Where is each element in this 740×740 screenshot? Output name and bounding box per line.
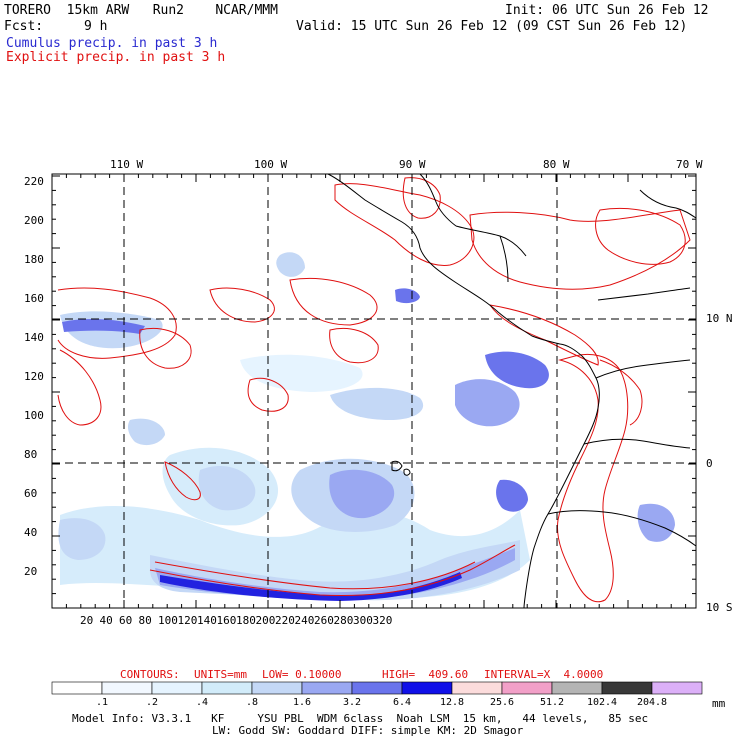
legend-label: .8 — [245, 697, 259, 708]
legend-swatch — [351, 681, 403, 695]
y-tick-label: 120 — [24, 370, 44, 383]
cumulus-precip-label: Cumulus precip. in past 3 h — [6, 36, 218, 51]
contours-low: LOW= 0.10000 — [262, 668, 342, 681]
lon-label-100w: 100 W — [254, 158, 288, 171]
x-tick-label: 100 — [158, 614, 178, 627]
legend-label: .2 — [145, 697, 159, 708]
legend-label: .4 — [195, 697, 209, 708]
legend-swatch — [551, 681, 603, 695]
y-tick-label: 20 — [24, 565, 38, 578]
x-tick-label: 180 — [236, 614, 256, 627]
legend-label: 25.6 — [489, 697, 515, 708]
latlon-grid — [52, 174, 696, 608]
x-tick-label: 120 — [177, 614, 198, 627]
contours-interval: INTERVAL=X 4.0000 — [484, 668, 604, 681]
x-tick-label: 300 — [353, 614, 373, 627]
y-tick-label: 180 — [24, 253, 44, 266]
x-tick-label: 220 — [275, 614, 295, 627]
legend-swatch — [301, 681, 353, 695]
coastlines — [327, 173, 697, 609]
legend-swatch — [151, 681, 203, 695]
y-tick-label: 160 — [24, 292, 44, 305]
legend-label: 12.8 — [439, 697, 465, 708]
valid-time: Valid: 15 UTC Sun 26 Feb 12 (09 CST Sun … — [296, 19, 688, 34]
legend-swatch — [501, 681, 553, 695]
y-tick-label: 60 — [24, 487, 38, 500]
x-tick-label: 240 — [294, 614, 315, 627]
legend-swatch — [251, 681, 303, 695]
model-title: TORERO 15km ARW Run2 NCAR/MMM — [4, 3, 278, 18]
forecast-label: Fcst: — [4, 19, 44, 34]
lon-label-110w: 110 W — [110, 158, 144, 171]
explicit-precip-label: Explicit precip. in past 3 h — [6, 50, 226, 65]
legend-label: 102.4 — [586, 697, 618, 708]
legend-swatch — [401, 681, 453, 695]
y-tick-label: 200 — [24, 214, 44, 227]
x-tick-label: 200 — [255, 614, 276, 627]
x-tick-label: 320 — [372, 614, 393, 627]
x-tick-label: 40 — [99, 614, 113, 627]
y-tick-label: 40 — [24, 526, 38, 539]
x-tick-label: 260 — [314, 614, 334, 627]
lat-label-0: 0 — [706, 457, 713, 470]
legend-label: 1.6 — [292, 697, 312, 708]
y-tick-label: 220 — [24, 175, 44, 188]
y-tick-label: 100 — [24, 409, 44, 422]
legend-label: 6.4 — [392, 697, 412, 708]
legend-label: 3.2 — [342, 697, 362, 708]
x-tick-label: 60 — [119, 614, 133, 627]
lat-label-10n: 10 N — [706, 312, 733, 325]
forecast-hour: 9 h — [84, 19, 108, 34]
y-tick-label: 80 — [24, 448, 38, 461]
x-tick-label: 80 — [138, 614, 152, 627]
contours-high: HIGH= 409.60 — [382, 668, 469, 681]
legend-swatch — [201, 681, 253, 695]
x-tick-label: 160 — [216, 614, 237, 627]
map-frame — [51, 173, 697, 609]
model-info: Model Info: V3.3.1 KF YSU PBL WDM 6class… — [72, 712, 649, 725]
legend-swatch — [51, 681, 103, 695]
legend-color-bar — [51, 681, 703, 695]
legend-swatch — [601, 681, 653, 695]
frame-ticks — [51, 174, 696, 609]
legend-label: .1 — [95, 697, 109, 708]
legend-label: 51.2 — [539, 697, 565, 708]
y-tick-label: 140 — [24, 331, 44, 344]
x-tick-label: 280 — [333, 614, 354, 627]
legend-label: 204.8 — [636, 697, 668, 708]
x-tick-label: 140 — [197, 614, 217, 627]
legend-swatch — [101, 681, 153, 695]
init-time: Init: 06 UTC Sun 26 Feb 12 — [505, 3, 709, 18]
legend-unit: mm — [712, 697, 726, 710]
legend-swatch — [651, 681, 703, 695]
model-physics: LW: Godd SW: Goddard DIFF: simple KM: 2D… — [212, 724, 524, 737]
lon-label-80w: 80 W — [543, 158, 570, 171]
contours-label: CONTOURS: — [120, 668, 180, 681]
lon-label-90w: 90 W — [399, 158, 426, 171]
x-tick-label: 20 — [80, 614, 94, 627]
contours-units: UNITS=mm — [194, 668, 247, 681]
lat-label-10s: 10 S — [706, 601, 733, 614]
lon-label-70w: 70 W — [676, 158, 703, 171]
legend-swatch — [451, 681, 503, 695]
